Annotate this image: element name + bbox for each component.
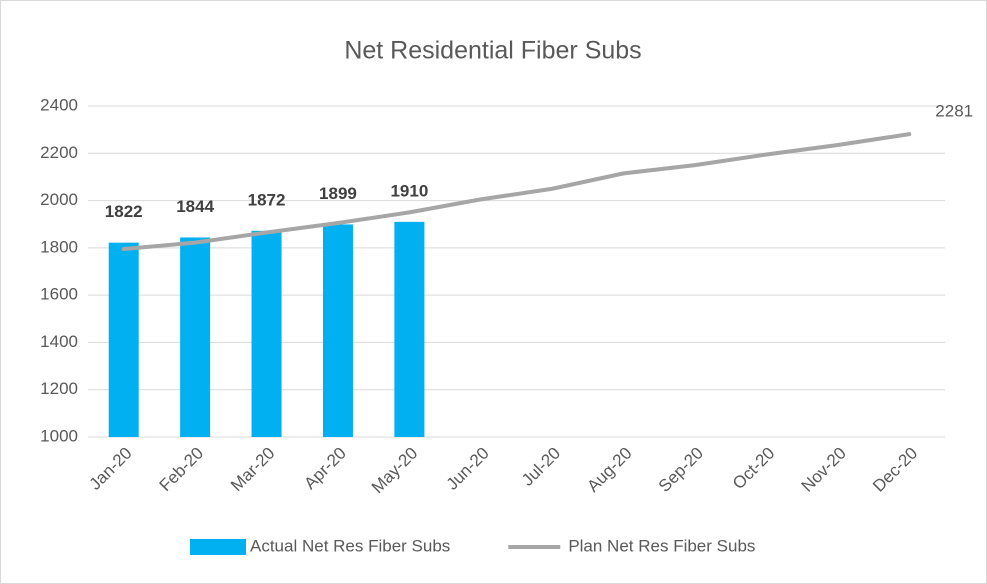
data-label: 1910 (390, 181, 428, 200)
legend-swatch (190, 539, 246, 555)
data-label: 1822 (105, 202, 143, 221)
legend-label: Plan Net Res Fiber Subs (568, 536, 755, 555)
line (121, 132, 912, 252)
chart-title: Net Residential Fiber Subs (344, 37, 641, 65)
y-tick-label: 1800 (40, 237, 78, 256)
y-tick-label: 2400 (40, 95, 78, 114)
data-label: 2281 (935, 102, 973, 121)
y-tick-label: 2200 (40, 143, 78, 162)
y-tick-label: 1600 (40, 285, 78, 304)
data-label: 1844 (176, 197, 214, 216)
bar (108, 242, 139, 437)
y-tick-label: 1200 (40, 379, 78, 398)
data-label: 1899 (319, 184, 357, 203)
y-tick-label: 2000 (40, 190, 78, 209)
data-label: 1872 (248, 190, 286, 209)
bar (180, 237, 211, 437)
bar (394, 221, 425, 437)
y-tick-label: 1000 (40, 426, 78, 445)
y-tick-label: 1400 (40, 332, 78, 351)
legend-label: Actual Net Res Fiber Subs (250, 536, 450, 555)
bar (322, 224, 353, 437)
bar (251, 230, 282, 437)
